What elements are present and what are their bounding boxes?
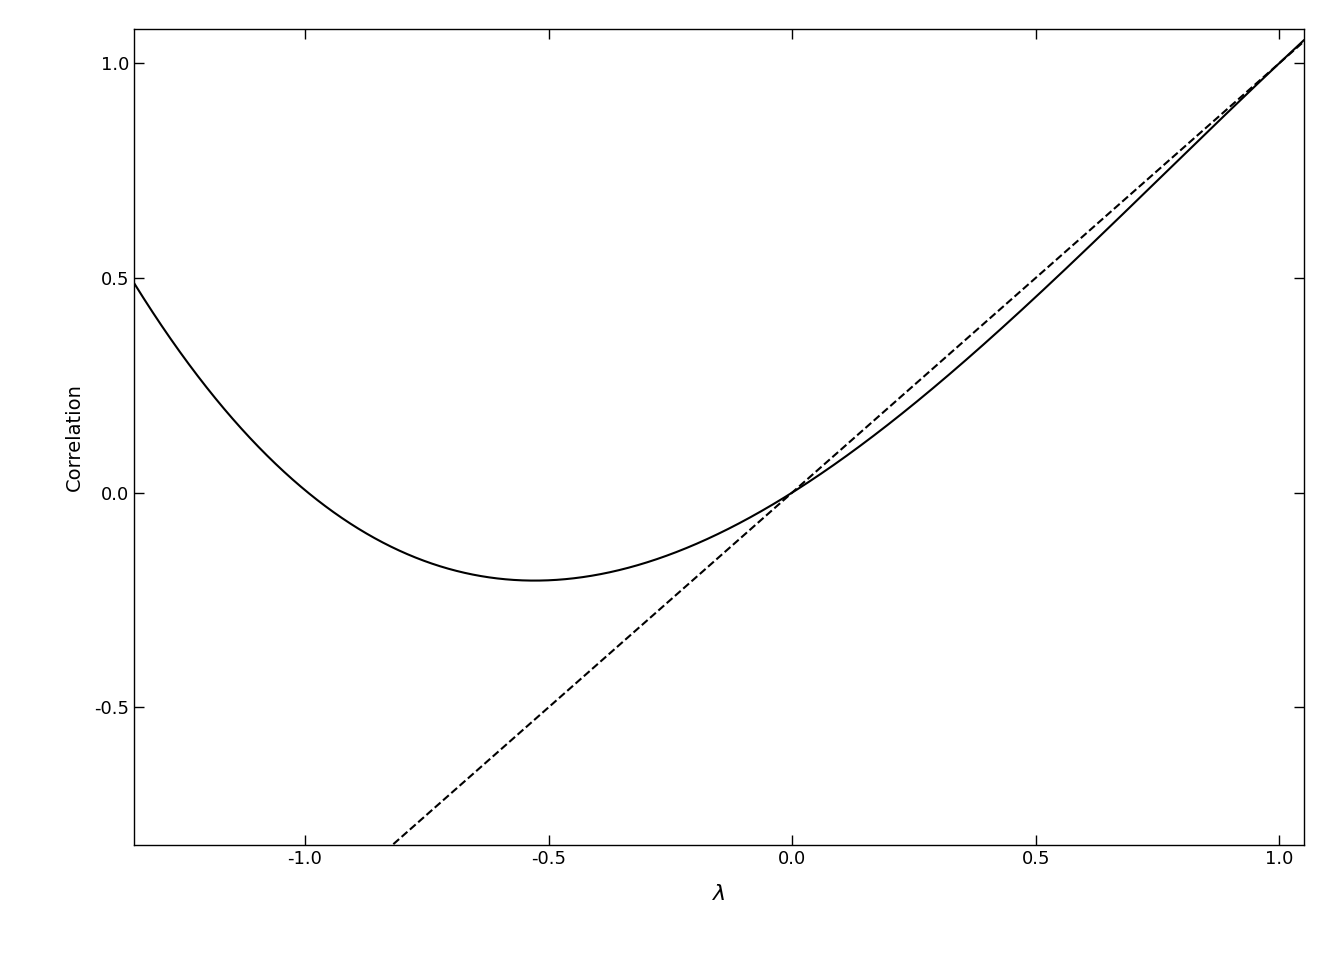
X-axis label: $\lambda$: $\lambda$ bbox=[712, 884, 726, 904]
Y-axis label: Correlation: Correlation bbox=[65, 383, 83, 491]
